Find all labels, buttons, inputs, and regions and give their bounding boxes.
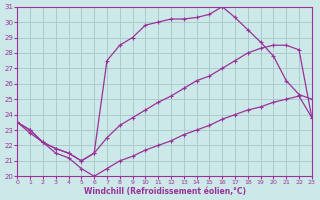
X-axis label: Windchill (Refroidissement éolien,°C): Windchill (Refroidissement éolien,°C) <box>84 187 245 196</box>
